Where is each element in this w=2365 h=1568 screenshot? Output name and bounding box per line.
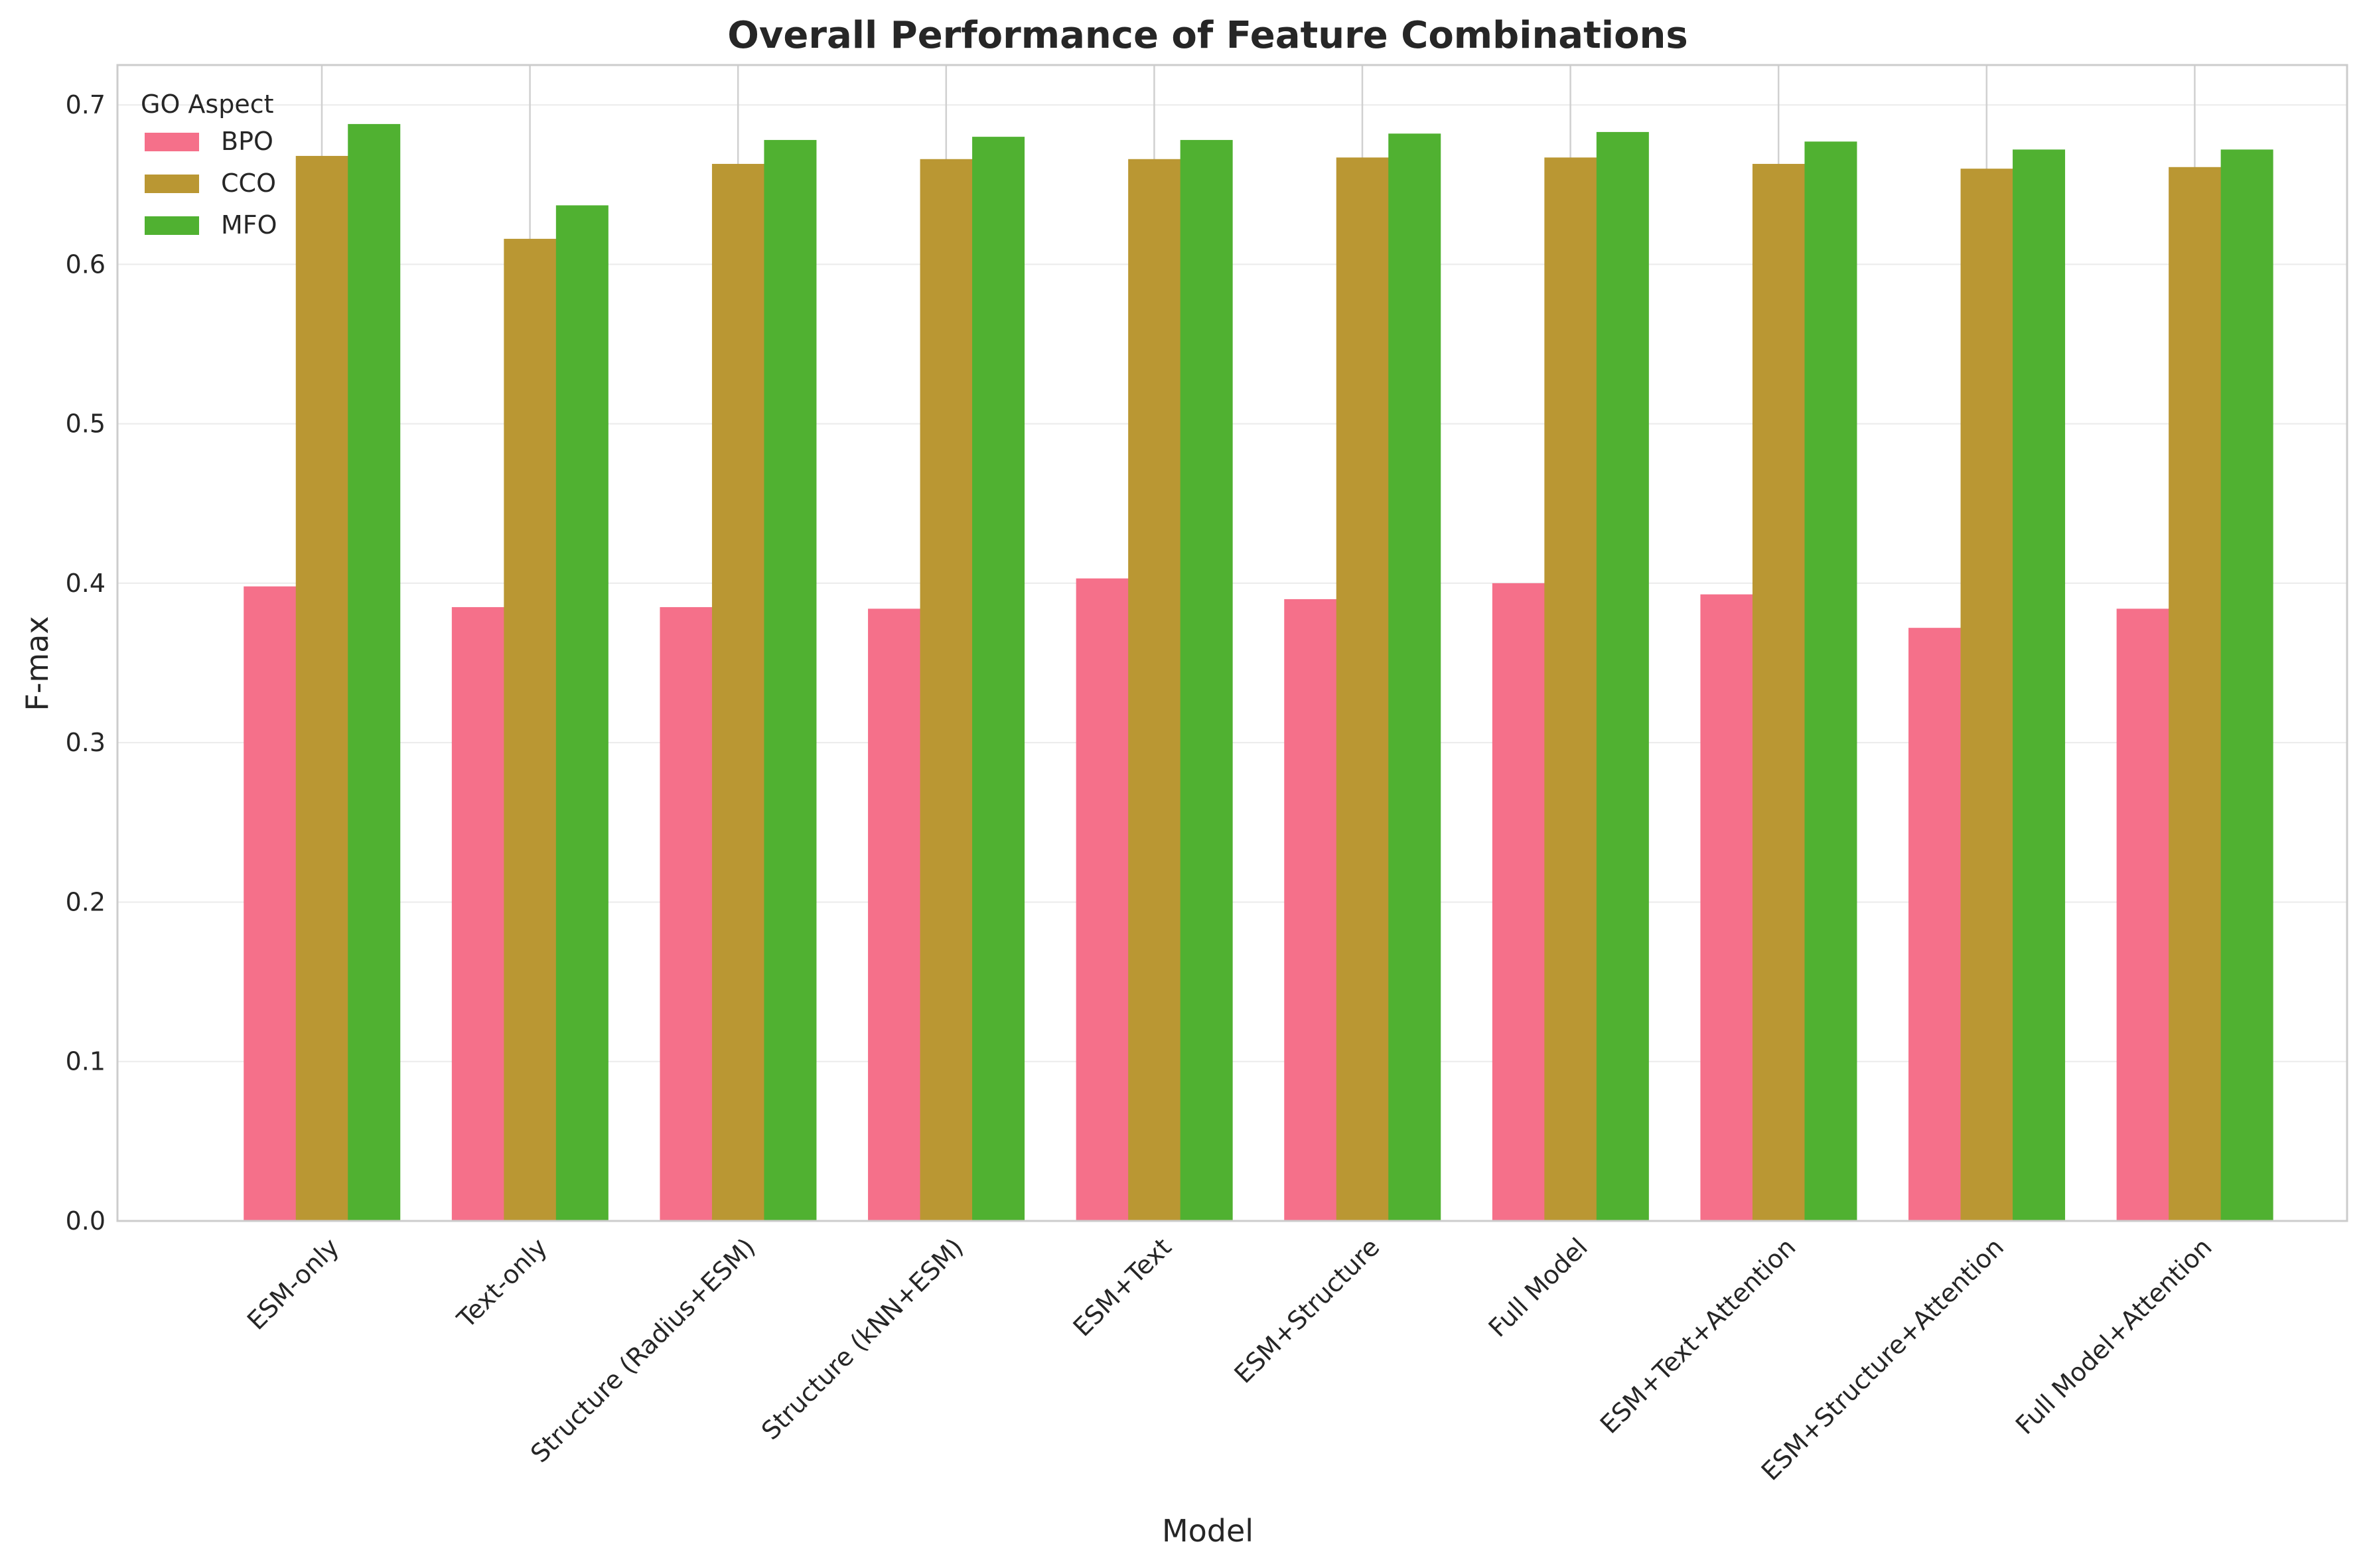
bar-bpo-6 xyxy=(1284,599,1337,1221)
y-tick-label: 0.6 xyxy=(66,249,106,279)
bar-bpo-3 xyxy=(660,606,713,1221)
bar-mfo-1 xyxy=(348,123,401,1221)
legend-label-bpo: BPO xyxy=(221,127,273,156)
bar-cco-3 xyxy=(711,163,764,1221)
bar-cco-10 xyxy=(2169,167,2222,1221)
chart-title: Overall Performance of Feature Combinati… xyxy=(727,14,1687,57)
bar-mfo-9 xyxy=(2013,149,2066,1222)
bar-cco-8 xyxy=(1752,163,1805,1221)
bars xyxy=(244,123,2273,1222)
legend-swatch-cco xyxy=(145,175,199,193)
bar-bpo-8 xyxy=(1700,594,1753,1221)
bar-mfo-4 xyxy=(972,137,1025,1221)
y-tick-label: 0.3 xyxy=(66,728,106,757)
legend-title: GO Aspect xyxy=(141,90,274,119)
bar-mfo-7 xyxy=(1596,131,1649,1221)
bar-cco-1 xyxy=(295,155,348,1221)
bar-bpo-1 xyxy=(244,586,297,1221)
bar-mfo-3 xyxy=(764,139,817,1221)
bar-mfo-10 xyxy=(2220,149,2273,1222)
bar-bpo-2 xyxy=(451,606,504,1221)
y-tick-label: 0.0 xyxy=(66,1206,106,1236)
y-tick-label: 0.5 xyxy=(66,409,106,439)
y-axis-label: F-max xyxy=(19,616,55,711)
bar-bpo-4 xyxy=(868,608,921,1221)
legend: GO Aspect BPO CCO MFO xyxy=(141,90,277,240)
bar-cco-7 xyxy=(1544,157,1597,1222)
bar-mfo-8 xyxy=(1804,141,1857,1222)
bar-bpo-7 xyxy=(1492,583,1545,1221)
bar-mfo-5 xyxy=(1180,139,1233,1221)
bar-cco-6 xyxy=(1336,157,1389,1222)
legend-swatch-mfo xyxy=(145,216,199,235)
legend-label-mfo: MFO xyxy=(221,210,277,240)
y-tick-label: 0.7 xyxy=(66,90,106,119)
bar-bpo-5 xyxy=(1076,578,1129,1221)
plot-frame xyxy=(116,64,2348,1222)
bar-cco-9 xyxy=(1960,169,2013,1221)
bar-mfo-6 xyxy=(1388,133,1441,1222)
bar-cco-2 xyxy=(504,238,557,1222)
y-axis-ticks: 0.0 0.1 0.2 0.3 0.4 0.5 0.6 0.7 xyxy=(66,90,106,1236)
x-axis-label: Model xyxy=(1162,1513,1254,1549)
bar-bpo-9 xyxy=(1908,628,1962,1221)
bar-mfo-2 xyxy=(555,205,609,1221)
legend-label-cco: CCO xyxy=(221,169,276,198)
y-tick-label: 0.1 xyxy=(66,1047,106,1076)
y-tick-label: 0.2 xyxy=(66,887,106,916)
bar-cco-4 xyxy=(920,159,973,1222)
y-tick-label: 0.4 xyxy=(66,569,106,598)
legend-swatch-bpo xyxy=(145,133,199,151)
bar-bpo-10 xyxy=(2116,608,2169,1221)
bar-cco-5 xyxy=(1128,159,1181,1222)
